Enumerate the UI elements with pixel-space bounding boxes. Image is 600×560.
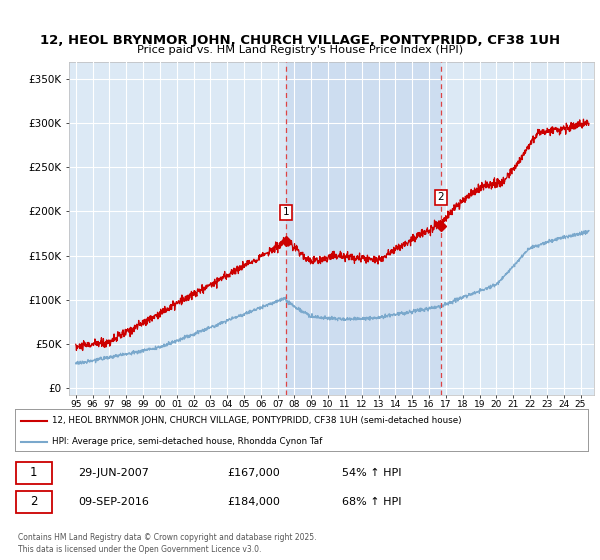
- Text: 2: 2: [30, 495, 38, 508]
- Text: 09-SEP-2016: 09-SEP-2016: [78, 497, 149, 507]
- FancyBboxPatch shape: [16, 463, 52, 484]
- FancyBboxPatch shape: [16, 491, 52, 513]
- Text: 68% ↑ HPI: 68% ↑ HPI: [341, 497, 401, 507]
- Text: 29-JUN-2007: 29-JUN-2007: [78, 468, 149, 478]
- Text: 1: 1: [30, 466, 38, 479]
- Text: 12, HEOL BRYNMOR JOHN, CHURCH VILLAGE, PONTYPRIDD, CF38 1UH (semi-detached house: 12, HEOL BRYNMOR JOHN, CHURCH VILLAGE, P…: [52, 416, 462, 425]
- Text: Contains HM Land Registry data © Crown copyright and database right 2025.
This d: Contains HM Land Registry data © Crown c…: [18, 533, 317, 554]
- Text: £167,000: £167,000: [227, 468, 280, 478]
- Text: £184,000: £184,000: [227, 497, 280, 507]
- Text: 2: 2: [437, 192, 444, 202]
- Text: HPI: Average price, semi-detached house, Rhondda Cynon Taf: HPI: Average price, semi-detached house,…: [52, 437, 322, 446]
- Text: 54% ↑ HPI: 54% ↑ HPI: [341, 468, 401, 478]
- Bar: [286, 62, 441, 395]
- Text: Price paid vs. HM Land Registry's House Price Index (HPI): Price paid vs. HM Land Registry's House …: [137, 45, 463, 55]
- Text: 1: 1: [283, 207, 289, 217]
- Text: 12, HEOL BRYNMOR JOHN, CHURCH VILLAGE, PONTYPRIDD, CF38 1UH: 12, HEOL BRYNMOR JOHN, CHURCH VILLAGE, P…: [40, 34, 560, 47]
